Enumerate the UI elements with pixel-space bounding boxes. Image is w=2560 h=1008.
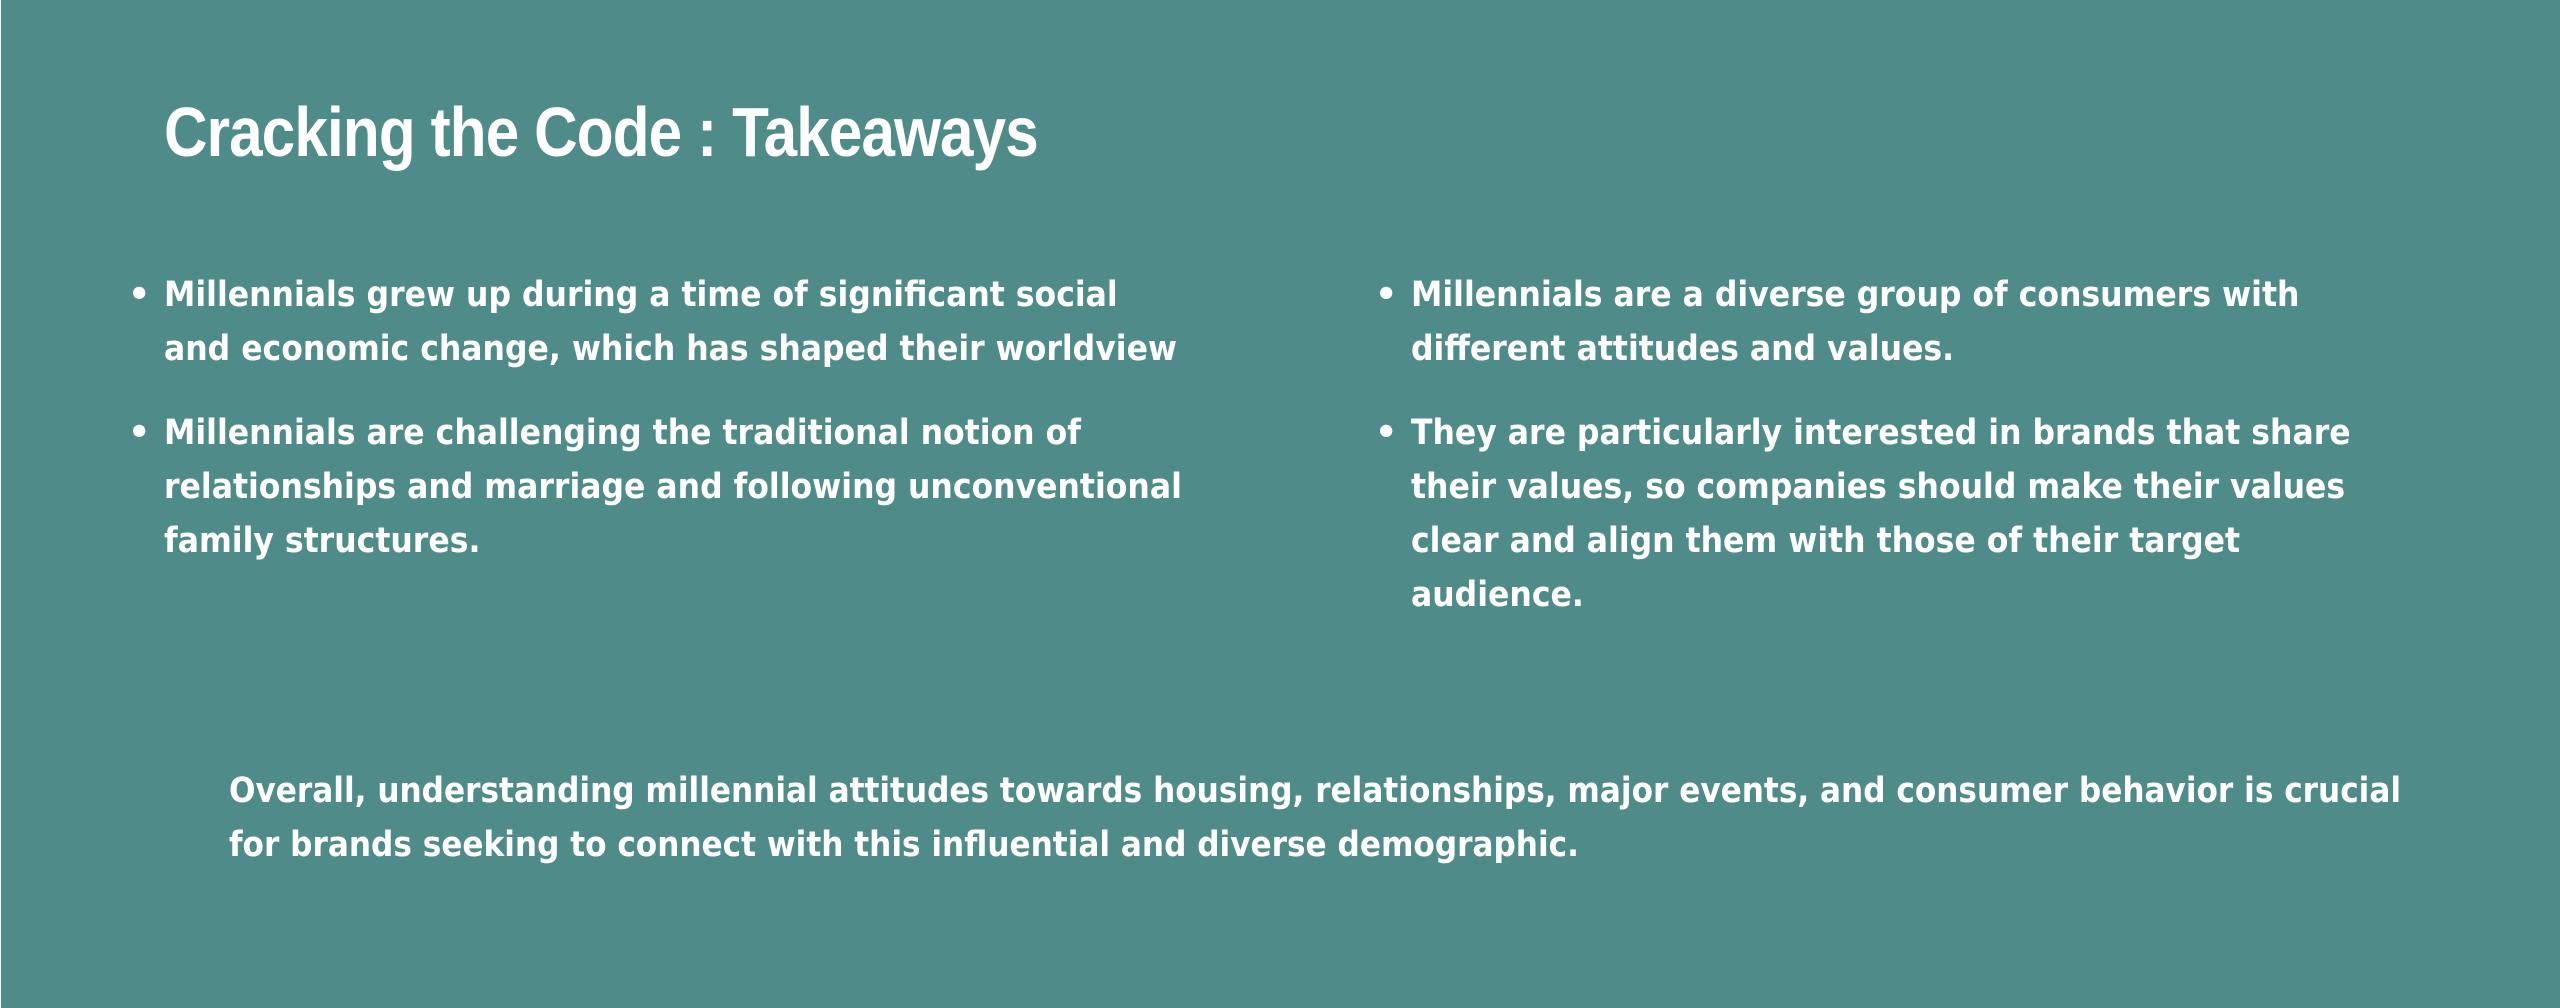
bullet-text: Millennials are a diverse group of consu…: [1411, 275, 2300, 369]
bullet-text: Millennials are challenging the traditio…: [164, 413, 1182, 561]
bullet-item: Millennials are challenging the traditio…: [128, 406, 1184, 568]
bullet-text: Millennials grew up during a time of sig…: [164, 275, 1178, 369]
bullet-item: Millennials grew up during a time of sig…: [128, 268, 1184, 376]
summary-paragraph: Overall, understanding millennial attitu…: [229, 764, 2429, 872]
right-bullet-list: Millennials are a diverse group of consu…: [1375, 268, 2391, 652]
slide-title: Cracking the Code : Takeaways: [164, 93, 1039, 171]
left-bullet-list: Millennials grew up during a time of sig…: [128, 268, 1184, 598]
bullet-text: They are particularly interested in bran…: [1411, 413, 2351, 615]
summary-text: Overall, understanding millennial attitu…: [229, 771, 2402, 865]
bullet-item: Millennials are a diverse group of consu…: [1375, 268, 2391, 376]
bullet-item: They are particularly interested in bran…: [1375, 406, 2391, 622]
